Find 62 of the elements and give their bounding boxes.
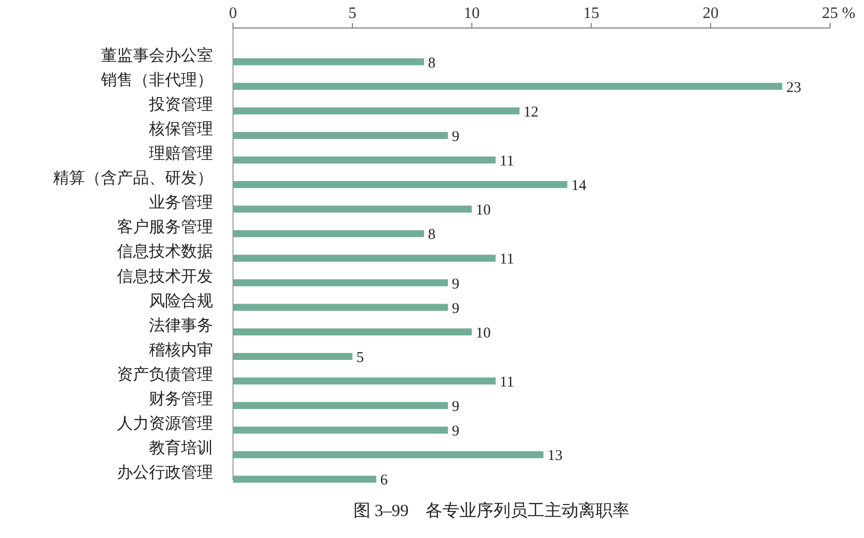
data-label: 12 [524,104,539,120]
data-label: 9 [452,424,460,440]
data-label: 8 [428,55,436,72]
bar [233,206,472,213]
bar [233,402,448,410]
y-tick-label: 精算（含产品、研发） [53,169,213,188]
bar [233,156,496,164]
data-label: 8 [428,227,436,244]
bar [233,304,448,311]
data-label: 11 [500,374,514,390]
bar [233,230,424,238]
y-tick-label: 风险合规 [149,292,213,310]
data-label: 11 [500,154,514,170]
y-tick-label: 投资管理 [148,95,213,114]
y-tick-label: 理赔管理 [149,144,213,162]
x-tick-label: 10 [464,5,480,22]
bar [233,181,568,188]
bar [233,107,520,114]
y-tick-label: 核保管理 [148,120,213,138]
y-tick-label: 资产负债管理 [117,366,213,384]
data-label: 6 [380,472,388,489]
bar [233,328,472,336]
y-tick-label: 销售（非代理） [100,70,213,89]
bar [233,451,544,458]
y-tick-label: 人力资源管理 [117,414,213,433]
y-tick-label: 客户服务管理 [117,218,213,236]
data-label: 5 [356,350,364,366]
data-label: 9 [452,128,460,145]
y-tick-label: 信息技术数据 [117,242,213,261]
y-tick-label: 法律事务 [149,316,213,334]
x-axis-title: % [842,5,856,22]
bar [233,132,448,139]
y-tick-label: 财务管理 [149,390,213,408]
y-tick-label: 董监事会办公室 [101,46,213,64]
data-label: 11 [500,252,514,268]
data-label: 9 [452,276,460,292]
x-tick-label: 0 [229,5,237,22]
text: 图 3–99 各专业序列员工主动离职率 [353,501,630,520]
data-label: 14 [571,178,587,194]
y-tick-label: 教育培训 [149,439,213,458]
data-label: 13 [547,448,562,464]
x-tick-label: 15 [583,5,600,22]
y-tick-label: 信息技术开发 [117,267,213,286]
bar [233,352,352,360]
data-label: 9 [452,300,460,317]
data-label: 10 [476,325,491,342]
x-tick-label: 5 [348,5,356,22]
bar [233,426,448,434]
x-tick-label: 25 [822,5,838,22]
data-label: 10 [476,202,491,219]
y-tick-label: 业务管理 [149,194,213,212]
bar [233,58,424,66]
bar [233,279,448,286]
bar [233,254,496,262]
y-tick-label: 稽核内审 [149,340,213,359]
data-label: 9 [452,399,460,416]
bar [233,82,782,90]
y-tick-label: 办公行政管理 [117,464,213,482]
data-label: 23 [786,80,802,96]
bar [233,378,496,384]
bar [233,476,376,483]
x-tick-label: 20 [702,5,719,22]
